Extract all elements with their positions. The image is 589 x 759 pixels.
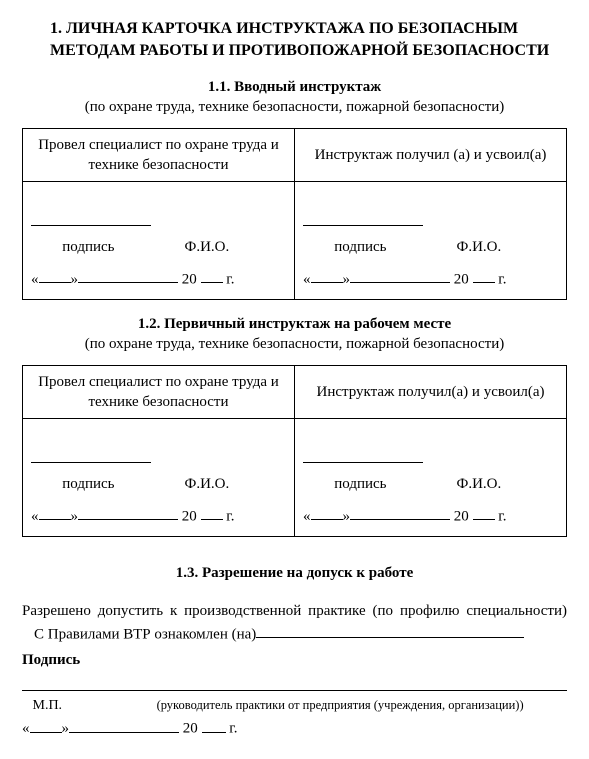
sig-label: подпись xyxy=(31,237,146,257)
date-month-line xyxy=(78,269,178,283)
date-day-line xyxy=(39,506,71,520)
date-open: « xyxy=(31,271,39,287)
signature-line xyxy=(303,449,423,463)
date-year-suffix: г. xyxy=(226,271,234,287)
date-day-line xyxy=(39,269,71,283)
date-month-line xyxy=(78,506,178,520)
section1-heading: 1.1. Вводный инструктаж xyxy=(22,77,567,97)
date-year-prefix: 20 xyxy=(454,508,469,524)
signature-line xyxy=(31,212,151,226)
date-open: « xyxy=(22,721,30,737)
signature-line xyxy=(31,449,151,463)
sig-label: подпись xyxy=(303,237,418,257)
date-year-line xyxy=(473,506,495,520)
fio-label: Ф.И.О. xyxy=(150,237,265,257)
date-row: « » 20 г. xyxy=(303,269,558,290)
date-year-prefix: 20 xyxy=(182,508,197,524)
bottom-rule xyxy=(22,690,567,691)
date-year-line xyxy=(202,718,226,732)
date-mid: » xyxy=(62,721,70,737)
fio-label: Ф.И.О. xyxy=(422,474,537,494)
date-open: « xyxy=(31,508,39,524)
date-year-suffix: г. xyxy=(226,508,234,524)
date-row: « » 20 г. xyxy=(31,269,286,290)
section3-line1: Разрешено допустить к производственной п… xyxy=(22,601,567,621)
date-day-line xyxy=(30,718,62,732)
runner-label: (руководитель практики от предприятия (у… xyxy=(157,698,524,712)
date-year-suffix: г. xyxy=(498,271,506,287)
date-month-line xyxy=(350,269,450,283)
section3-line2-prefix: С Правилами ВТР ознакомлен (на) xyxy=(34,626,256,642)
date-mid: » xyxy=(71,508,79,524)
section2-sub: (по охране труда, технике безопасности, … xyxy=(22,334,567,354)
section1-cell-left: подпись Ф.И.О. « » 20 г. xyxy=(23,182,295,300)
familiar-line xyxy=(256,624,524,638)
date-mid: » xyxy=(71,271,79,287)
section2-cell-left: подпись Ф.И.О. « » 20 г. xyxy=(23,419,295,537)
date-open: « xyxy=(303,271,311,287)
section2-col-right-head: Инструктаж получил(а) и усвоил(а) xyxy=(295,365,567,419)
signature-line xyxy=(303,212,423,226)
date-open: « xyxy=(303,508,311,524)
section3-sig-label: Подпись xyxy=(22,650,567,670)
section2-heading: 1.2. Первичный инструктаж на рабочем мес… xyxy=(22,314,567,334)
date-row: « » 20 г. xyxy=(31,506,286,527)
date-row: « » 20 г. xyxy=(303,506,558,527)
section1-table: Провел специалист по охране труда и техн… xyxy=(22,128,567,301)
section3-heading: 1.3. Разрешение на допуск к работе xyxy=(22,563,567,583)
section1-col-left-head: Провел специалист по охране труда и техн… xyxy=(23,128,295,182)
mp-row: М.П. (руководитель практики от предприят… xyxy=(22,697,567,716)
date-year-prefix: 20 xyxy=(454,271,469,287)
fio-label: Ф.И.О. xyxy=(150,474,265,494)
date-day-line xyxy=(311,269,343,283)
date-month-line xyxy=(350,506,450,520)
main-title: 1. ЛИЧНАЯ КАРТОЧКА ИНСТРУКТАЖА ПО БЕЗОПА… xyxy=(22,18,567,61)
fio-label: Ф.И.О. xyxy=(422,237,537,257)
date-mid: » xyxy=(343,271,351,287)
date-year-suffix: г. xyxy=(229,721,237,737)
sig-label: подпись xyxy=(31,474,146,494)
section3-line2: С Правилами ВТР ознакомлен (на) xyxy=(22,624,567,645)
date-year-prefix: 20 xyxy=(182,271,197,287)
section1-col-right-head: Инструктаж получил (а) и усвоил(а) xyxy=(295,128,567,182)
section1-sub: (по охране труда, технике безопасности, … xyxy=(22,97,567,117)
date-year-line xyxy=(201,506,223,520)
section2-col-left-head: Провел специалист по охране труда и техн… xyxy=(23,365,295,419)
section2-table: Провел специалист по охране труда и техн… xyxy=(22,365,567,538)
date-year-line xyxy=(201,269,223,283)
date-month-line xyxy=(69,718,179,732)
mp-label: М.П. xyxy=(33,698,63,713)
section2-cell-right: подпись Ф.И.О. « » 20 г. xyxy=(295,419,567,537)
date-year-suffix: г. xyxy=(498,508,506,524)
date-year-prefix: 20 xyxy=(183,721,198,737)
sig-label: подпись xyxy=(303,474,418,494)
date-mid: » xyxy=(343,508,351,524)
section3-bottom: М.П. (руководитель практики от предприят… xyxy=(22,690,567,738)
date-year-line xyxy=(473,269,495,283)
date-day-line xyxy=(311,506,343,520)
section1-cell-right: подпись Ф.И.О. « » 20 г. xyxy=(295,182,567,300)
section3-date-row: « » 20 г. xyxy=(22,718,567,739)
